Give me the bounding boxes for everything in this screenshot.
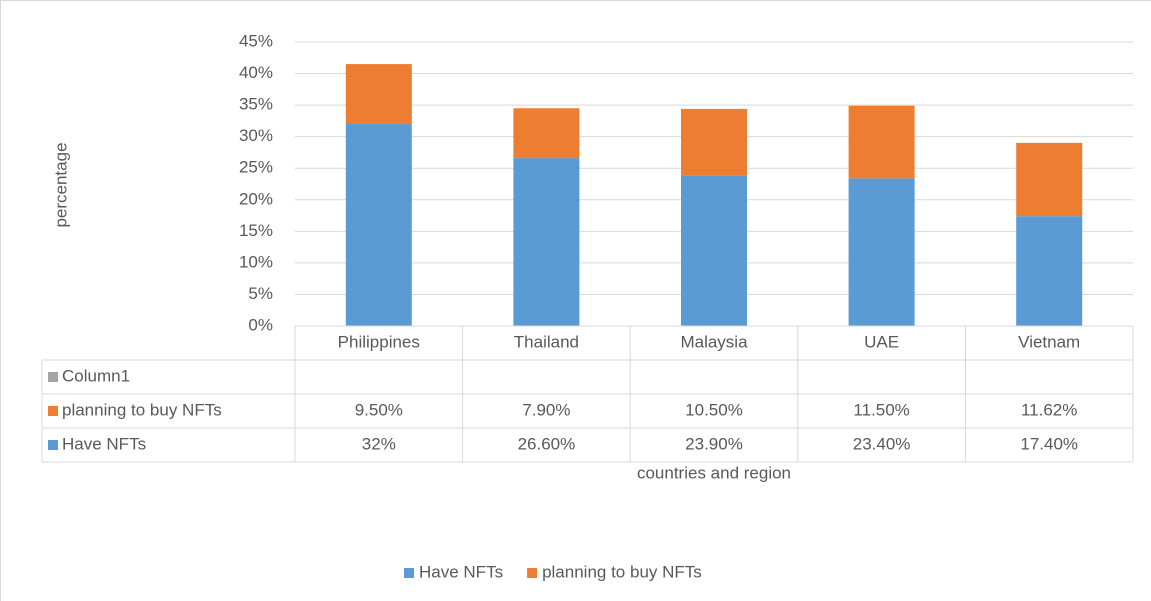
bar-segment xyxy=(1016,142,1083,217)
y-tick-label: 40% xyxy=(239,63,273,82)
x-tick-label: Vietnam xyxy=(1018,332,1080,351)
x-tick-label: Malaysia xyxy=(680,332,748,351)
table-series-name: planning to buy NFTs xyxy=(62,400,222,419)
data-table-value: 11.62% xyxy=(1021,400,1077,419)
data-table-value: 23.90% xyxy=(685,434,743,453)
bar-segment xyxy=(1016,216,1083,326)
data-table-value: 23.40% xyxy=(853,434,911,453)
legend-key xyxy=(527,568,538,578)
data-table-value: 10.50% xyxy=(685,400,743,419)
x-tick-label: Thailand xyxy=(514,332,579,351)
x-axis-label: countries and region xyxy=(637,463,791,482)
bar-segment xyxy=(513,108,580,159)
table-legend-key xyxy=(48,406,58,416)
table-series-name: Have NFTs xyxy=(62,434,146,453)
data-table-value: 26.60% xyxy=(518,434,576,453)
data-table-value: 9.50% xyxy=(355,400,403,419)
legend-label: Have NFTs xyxy=(419,562,503,581)
y-tick-label: 45% xyxy=(239,31,273,50)
bar-segment xyxy=(345,124,412,327)
data-table-value: 11.50% xyxy=(853,400,909,419)
table-legend-key xyxy=(48,372,58,382)
legend-label: planning to buy NFTs xyxy=(542,562,702,581)
legend-key xyxy=(404,568,414,578)
y-tick-label: 35% xyxy=(239,95,273,114)
bar-segment xyxy=(681,175,747,326)
x-tick-label: Philippines xyxy=(338,332,420,351)
bar-segment xyxy=(681,108,747,176)
x-tick-label: UAE xyxy=(864,332,899,351)
y-tick-label: 25% xyxy=(239,158,273,177)
bar-segment xyxy=(848,105,915,179)
data-table-value: 17.40% xyxy=(1020,434,1078,453)
y-tick-label: 5% xyxy=(248,284,273,303)
bar-segment xyxy=(345,64,412,125)
table-series-name: Column1 xyxy=(62,366,130,385)
bar-segment xyxy=(848,178,915,326)
data-table-value: 32% xyxy=(362,434,396,453)
y-tick-label: 10% xyxy=(239,252,273,271)
data-table-value: 7.90% xyxy=(522,400,570,419)
bar-segment xyxy=(513,158,580,326)
y-axis-label: percentage xyxy=(51,142,70,227)
y-tick-label: 15% xyxy=(239,221,273,240)
y-tick-label: 0% xyxy=(248,315,273,334)
table-legend-key xyxy=(48,440,58,450)
y-tick-label: 30% xyxy=(239,126,273,145)
y-tick-label: 20% xyxy=(239,189,273,208)
